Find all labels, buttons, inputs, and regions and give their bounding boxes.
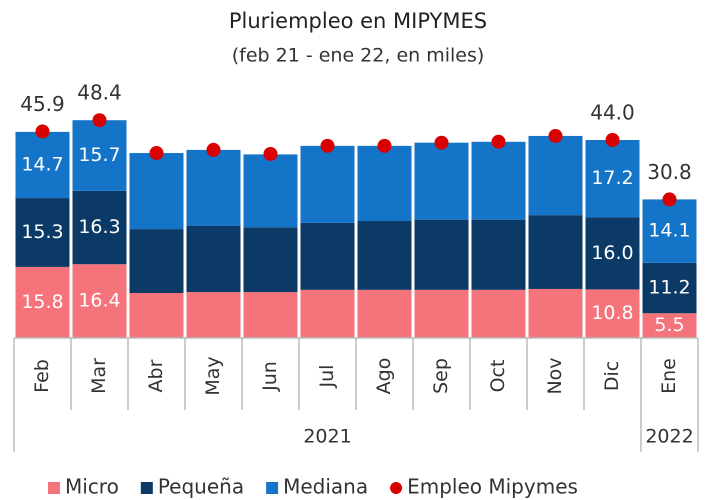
x-tick-label: Ene (658, 358, 680, 394)
bar-segment (357, 221, 412, 290)
bar-label: 17.2 (591, 167, 633, 189)
total-dot (206, 142, 221, 157)
bar-label: 15.8 (21, 291, 63, 313)
chart-subtitle: (feb 21 - ene 22, en miles) (232, 45, 485, 67)
x-tick-label: Jun (259, 361, 281, 392)
bar-label: 14.1 (648, 220, 690, 242)
bar-segment (471, 289, 526, 338)
bar-label: 15.3 (21, 221, 63, 243)
total-dot (35, 124, 50, 139)
bar-segment (642, 199, 697, 263)
legend-marker (140, 482, 153, 494)
bar-segment (186, 149, 241, 226)
chart-title: Pluriempleo en MIPYMES (229, 9, 487, 33)
x-tick-label: Nov (544, 357, 566, 394)
bar-segment (642, 262, 697, 314)
total-label: 45.9 (20, 92, 65, 116)
bar-segment (357, 145, 412, 221)
x-tick-label: Feb (31, 359, 53, 393)
bar-segment (129, 229, 184, 293)
bar-segment (414, 219, 469, 290)
total-dot (491, 134, 506, 149)
bar-segment (585, 217, 640, 290)
bar-segment (414, 289, 469, 338)
bar-label: 11.2 (648, 277, 690, 299)
x-tick-label: Oct (487, 360, 509, 393)
total-dot (605, 133, 620, 147)
total-dot (377, 138, 392, 153)
bar-segment (15, 198, 70, 267)
bar-segment (585, 289, 640, 338)
legend-label: Mediana (283, 475, 368, 499)
bar-segment (243, 154, 298, 228)
bar-segment (642, 313, 697, 338)
bar-segment (72, 120, 127, 191)
x-tick-label: Sep (430, 358, 452, 394)
total-dot (662, 192, 677, 207)
x-tick-label: Dic (601, 361, 623, 391)
bar-segment (300, 222, 355, 290)
bar-segment (471, 219, 526, 290)
total-dot (320, 138, 335, 153)
bar-segment (300, 289, 355, 338)
bar-segment (471, 141, 526, 220)
total-dot (92, 113, 107, 128)
bar-segment (243, 227, 298, 293)
legend-marker (390, 482, 403, 494)
total-dot (149, 146, 164, 161)
bar-segment (243, 292, 298, 338)
bar-segment (186, 292, 241, 338)
bar-label: 10.8 (591, 302, 633, 324)
x-tick-label: Mar (88, 358, 110, 394)
legend-marker (48, 482, 60, 494)
legend-label: Pequeña (158, 475, 244, 499)
legend-label: Empleo Mipymes (407, 475, 578, 499)
x-tick-label: Jul (316, 365, 338, 389)
total-label: 30.8 (647, 160, 692, 184)
bar-label: 16.3 (78, 216, 120, 238)
bar-label: 14.7 (21, 153, 63, 175)
bar-segment (72, 190, 127, 265)
legend-label: Micro (65, 475, 119, 499)
bar-segment (357, 289, 412, 338)
total-dot (263, 146, 278, 161)
bar-segment (528, 215, 583, 289)
x-tick-label: May (202, 356, 224, 395)
bar-segment (129, 153, 184, 230)
bar-label: 16.4 (78, 290, 120, 312)
bar-segment (186, 225, 241, 293)
group-label: 2022 (645, 426, 693, 448)
bar-segment (15, 266, 70, 338)
bar-label: 5.5 (654, 314, 684, 336)
bar-segment (585, 140, 640, 218)
bar-segment (414, 142, 469, 220)
total-label: 44.0 (590, 101, 635, 125)
legend-marker (266, 482, 279, 494)
total-label: 48.4 (77, 81, 122, 105)
x-tick-label: Ago (373, 358, 395, 395)
bar-label: 15.7 (78, 144, 120, 166)
bar-segment (300, 145, 355, 223)
bar-segment (72, 264, 127, 338)
bar-segment (528, 135, 583, 216)
total-dot (548, 128, 563, 143)
bar-segment (528, 288, 583, 338)
bar-label: 16.0 (591, 242, 633, 264)
bar-segment (15, 131, 70, 199)
x-tick-label: Abr (145, 359, 167, 392)
bar-segment (129, 293, 184, 338)
total-dot (434, 135, 449, 150)
group-label: 2021 (303, 426, 351, 448)
